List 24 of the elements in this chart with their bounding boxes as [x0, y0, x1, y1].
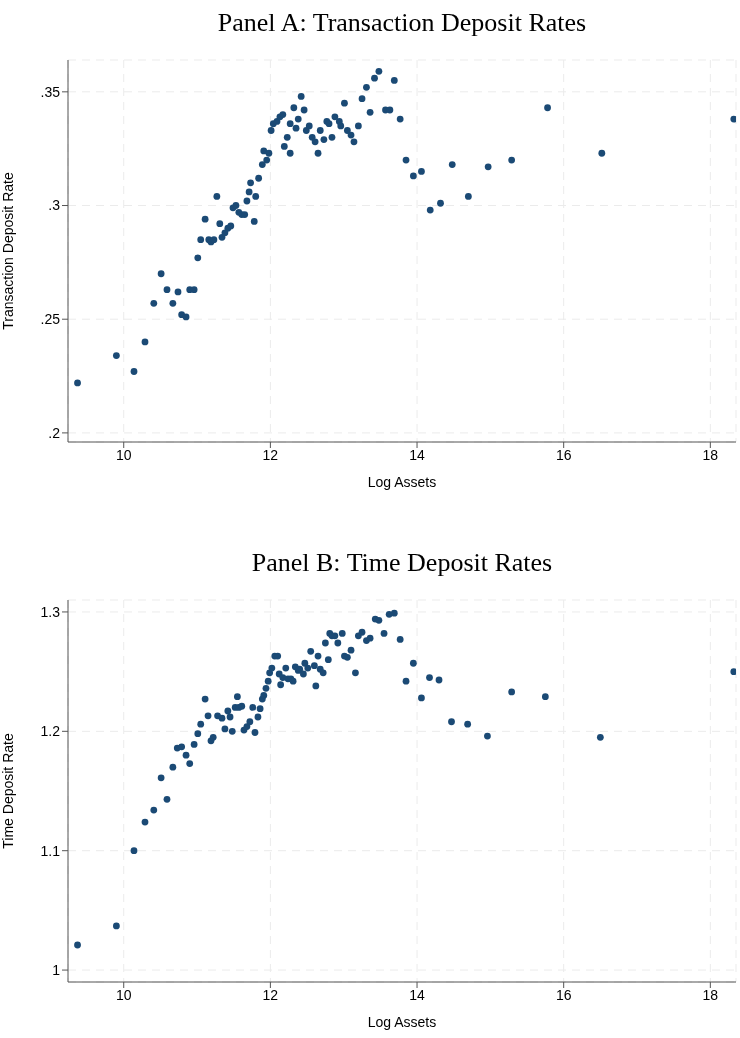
x-tick-label: 16	[555, 986, 572, 1003]
y-axis-title: Time Deposit Rate	[0, 733, 16, 849]
x-tick-label: 18	[702, 986, 719, 1003]
x-tick-label: 12	[262, 446, 279, 463]
chart-title: Panel A: Transaction Deposit Rates	[216, 8, 588, 38]
y-tick-label: .2	[48, 424, 61, 441]
y-tick-label: 1	[52, 962, 61, 979]
x-tick-label: 10	[115, 986, 132, 1003]
y-axis-title: Transaction Deposit Rate	[0, 172, 16, 330]
y-tick-label: .3	[48, 197, 61, 214]
x-axis-title: Log Assets	[367, 1014, 437, 1030]
x-tick-label: 14	[409, 986, 426, 1003]
x-tick-label: 10	[115, 446, 132, 463]
x-tick-label: 18	[702, 446, 719, 463]
y-tick-label: .25	[40, 311, 61, 328]
y-tick-label: 1.1	[40, 842, 61, 859]
y-tick-label: 1.3	[40, 603, 61, 620]
y-tick-label: .35	[40, 83, 61, 100]
y-tick-label: 1.2	[40, 723, 61, 740]
chart-title: Panel B: Time Deposit Rates	[250, 548, 554, 578]
x-tick-label: 12	[262, 986, 279, 1003]
x-tick-label: 14	[409, 446, 426, 463]
x-tick-label: 16	[555, 446, 572, 463]
x-axis-title: Log Assets	[367, 474, 437, 490]
